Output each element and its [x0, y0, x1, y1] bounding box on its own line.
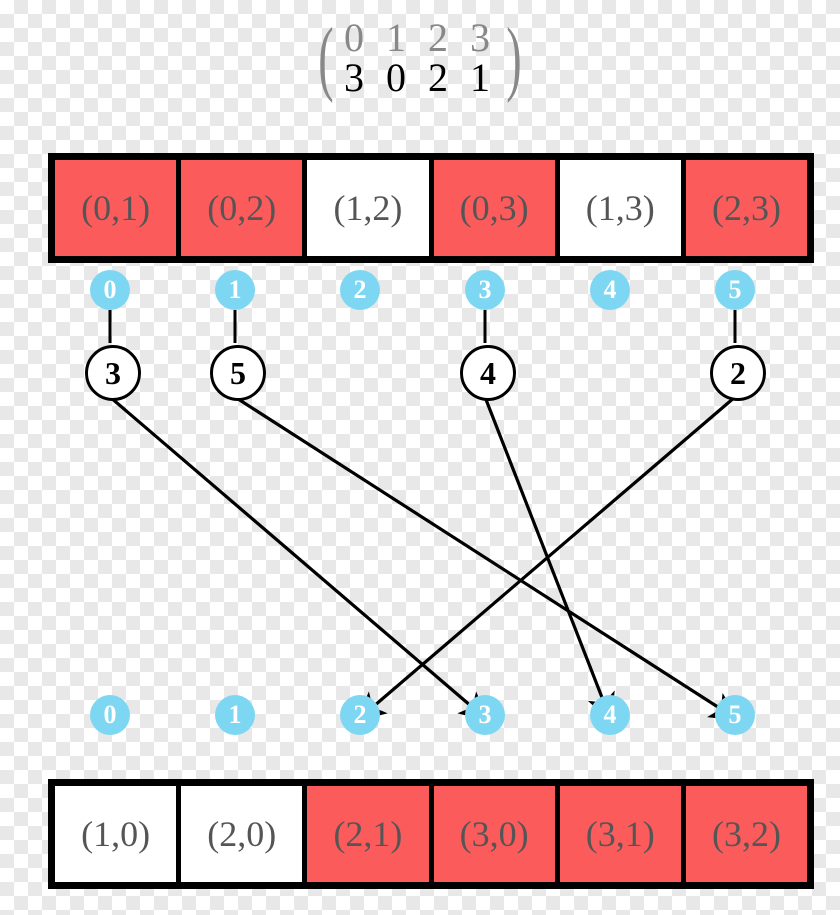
index-node: 5	[715, 270, 755, 310]
index-node: 1	[215, 695, 255, 735]
index-node: 2	[340, 270, 380, 310]
index-node: 4	[590, 270, 630, 310]
mapped-value-node: 3	[85, 345, 141, 401]
index-node: 3	[465, 695, 505, 735]
index-node: 0	[90, 270, 130, 310]
mapped-value-node: 4	[460, 345, 516, 401]
index-node: 4	[590, 695, 630, 735]
connection-lines	[0, 0, 840, 915]
diagram-stage: ( 0 1 2 3 3 0 2 1 ) (0,1)(0,2)(1,2)(0,3)…	[0, 0, 840, 915]
mapped-value-node: 5	[210, 345, 266, 401]
mapped-value-node: 2	[710, 345, 766, 401]
index-node: 5	[715, 695, 755, 735]
index-node: 3	[465, 270, 505, 310]
index-node: 1	[215, 270, 255, 310]
index-node: 0	[90, 695, 130, 735]
index-node: 2	[340, 695, 380, 735]
